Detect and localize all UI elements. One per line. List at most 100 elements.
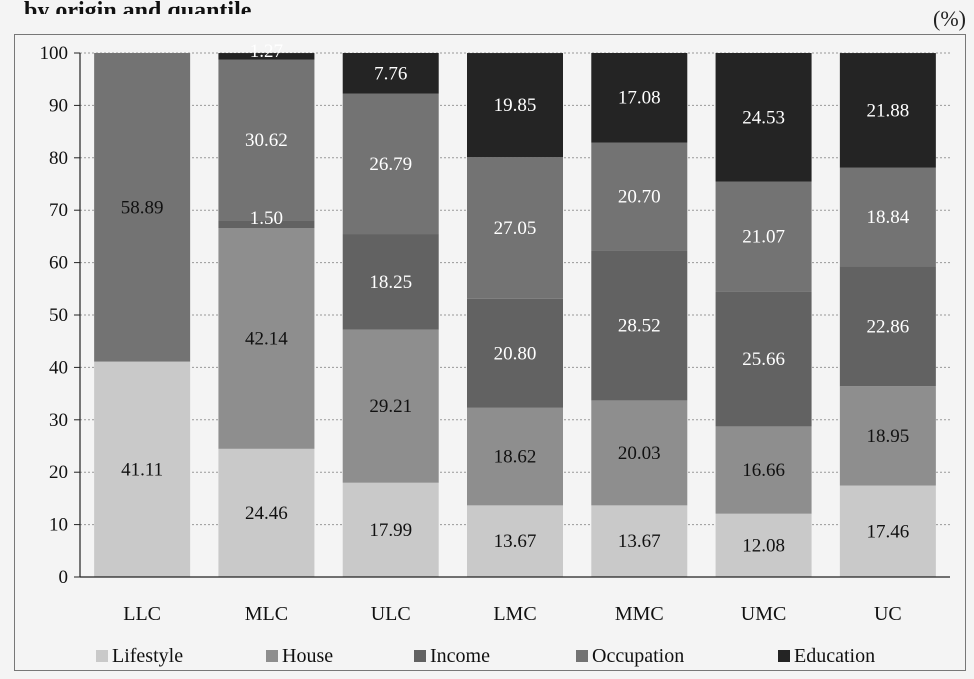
bar-segment-occupation: [218, 59, 315, 221]
legend-swatch: [266, 650, 278, 662]
legend: Lifestyle House Income Occupation Education: [96, 645, 875, 667]
data-label: 12.08: [742, 535, 785, 556]
data-label: 25.66: [742, 349, 785, 370]
y-tick-label: 90: [49, 95, 68, 116]
legend-item-income: Income: [414, 645, 490, 667]
x-category-label: UMC: [741, 603, 787, 625]
bar-segment-lifestyle: [467, 505, 563, 577]
bar-segment-income: [342, 234, 439, 330]
legend-swatch: [96, 650, 108, 662]
bar-segment-income: [591, 250, 688, 401]
legend-label: Occupation: [592, 645, 684, 667]
bar-segment-income: [839, 266, 936, 387]
y-tick-label: 10: [49, 515, 68, 536]
data-label: 42.14: [245, 328, 288, 349]
legend-item-house: House: [266, 645, 333, 667]
data-label: 1.27: [250, 41, 283, 62]
bar-segment-house: [591, 400, 688, 506]
data-label: 41.11: [121, 459, 163, 480]
bar-segment-income: [218, 220, 315, 229]
data-label: 26.79: [369, 154, 412, 175]
bar-segment-education: [342, 53, 439, 94]
data-label: 28.52: [618, 316, 661, 337]
data-label: 22.86: [866, 316, 909, 337]
legend-item-occupation: Occupation: [576, 645, 684, 667]
bar-segment-income: [467, 298, 563, 408]
chart-frame: [14, 34, 966, 671]
bars: [94, 53, 936, 577]
legend-label: Education: [794, 645, 875, 667]
data-label: 7.76: [374, 63, 407, 84]
x-category-label: LLC: [123, 603, 161, 625]
data-label: 58.89: [121, 197, 164, 218]
data-label: 20.80: [494, 343, 537, 364]
x-axis-labels: LLC MLC ULC LMC MMC UMC UC: [123, 603, 902, 625]
bar-segment-occupation: [839, 167, 936, 267]
data-label: 29.21: [369, 396, 412, 417]
x-category-label: UC: [874, 603, 902, 625]
bar-segment-education: [218, 53, 315, 60]
data-label: 30.62: [245, 130, 288, 151]
bar-segment-lifestyle: [715, 513, 812, 577]
data-label: 21.88: [866, 100, 909, 121]
data-label: 17.99: [369, 520, 412, 541]
y-tick-label: 30: [49, 410, 68, 431]
data-label: 27.05: [494, 218, 537, 239]
bar-segment-occupation: [94, 53, 191, 362]
bar-segment-education: [591, 53, 688, 143]
legend-label: House: [282, 645, 333, 667]
legend-item-education: Education: [778, 645, 875, 667]
data-label: 16.66: [742, 460, 785, 481]
chart-caption: …by origin and quantile…: [0, 0, 276, 14]
legend-swatch: [778, 650, 790, 662]
y-tick-label: 100: [40, 43, 69, 64]
bar-segment-occupation: [342, 93, 439, 235]
bar-segment-house: [342, 329, 439, 483]
data-label: 24.46: [245, 503, 288, 524]
data-label: 20.03: [618, 443, 661, 464]
y-tick-label: 0: [59, 567, 69, 588]
data-label: 17.08: [618, 88, 661, 109]
data-label: 19.85: [494, 95, 537, 116]
y-tick-label: 50: [49, 305, 68, 326]
legend-item-lifestyle: Lifestyle: [96, 645, 183, 667]
data-label: 13.67: [618, 531, 661, 552]
bar-segment-lifestyle: [218, 448, 315, 577]
bar-segment-education: [715, 53, 812, 182]
bar-segment-education: [839, 53, 936, 168]
y-axis: 0 10 20 30 40 50 60 70 80 90 100: [40, 43, 950, 588]
x-category-label: MLC: [245, 603, 288, 625]
y-tick-label: 40: [49, 357, 68, 378]
data-label: 20.70: [618, 187, 661, 208]
data-label: 21.07: [742, 227, 785, 248]
bar-segment-occupation: [591, 142, 688, 251]
x-category-label: ULC: [371, 603, 411, 625]
bar-segment-occupation: [467, 157, 563, 299]
y-tick-label: 20: [49, 462, 68, 483]
bar-segment-lifestyle: [591, 505, 688, 577]
data-label: 17.46: [866, 521, 909, 542]
bar-segment-lifestyle: [94, 361, 191, 577]
unit-label: (%): [933, 6, 966, 31]
y-tick-label: 70: [49, 200, 68, 221]
bar-segment-house: [467, 407, 563, 506]
legend-label: Lifestyle: [112, 645, 183, 667]
y-tick-label: 60: [49, 253, 68, 274]
bar-segment-house: [839, 386, 936, 486]
x-category-label: MMC: [615, 603, 664, 625]
data-label: 13.67: [494, 531, 537, 552]
legend-swatch: [414, 650, 426, 662]
bar-segment-house: [218, 228, 315, 449]
data-labels: 41.11 58.89 24.46 42.14 1.50 30.62 1.27 17.99 29…: [121, 41, 910, 556]
x-category-label: LMC: [493, 603, 536, 625]
bar-segment-income: [715, 291, 812, 427]
data-label: 18.84: [866, 207, 909, 228]
legend-swatch: [576, 650, 588, 662]
bar-segment-lifestyle: [342, 482, 439, 577]
bar-segment-occupation: [715, 181, 812, 292]
bar-segment-house: [715, 426, 812, 514]
bar-segment-lifestyle: [839, 485, 936, 577]
data-label: 18.62: [494, 447, 537, 468]
data-label: 18.95: [866, 426, 909, 447]
